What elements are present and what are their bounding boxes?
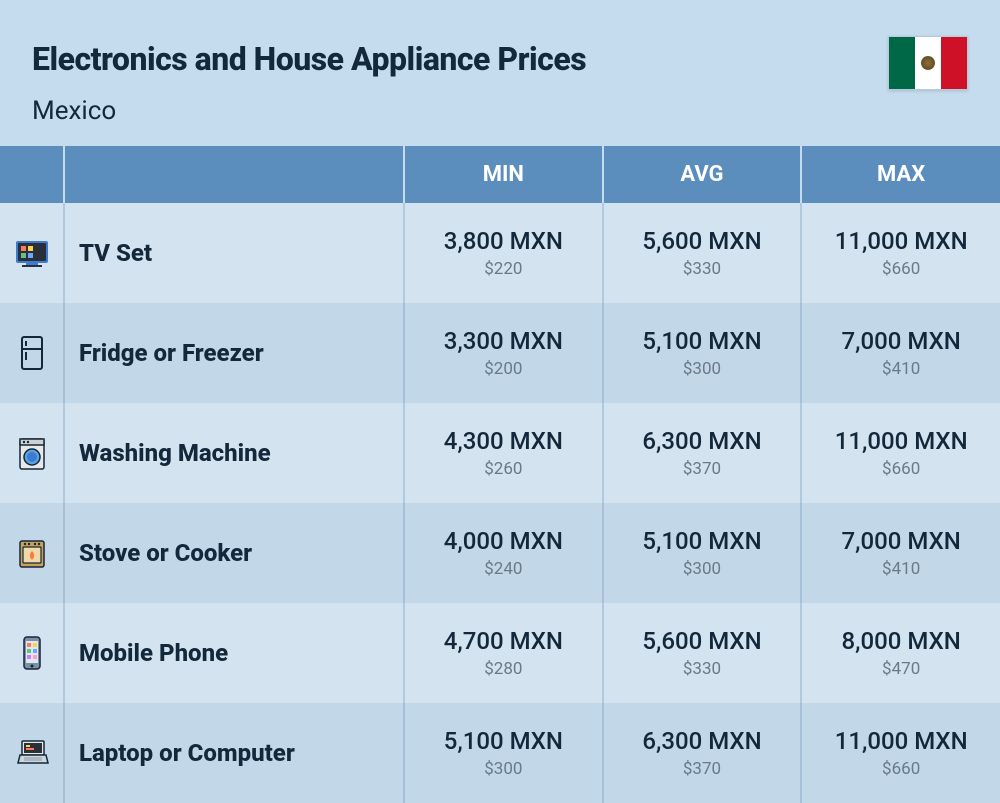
product-name: Stove or Cooker [64, 503, 404, 603]
price-usd: $200 [405, 359, 602, 379]
price-avg: 6,300 MXN $370 [603, 403, 802, 503]
product-name: TV Set [64, 203, 404, 303]
price-avg: 5,100 MXN $300 [603, 503, 802, 603]
product-name: Laptop or Computer [64, 703, 404, 803]
mexico-flag-icon [888, 36, 968, 90]
price-max: 11,000 MXN $660 [801, 703, 1000, 803]
price-usd: $300 [604, 559, 801, 579]
price-mxn: 5,100 MXN [405, 727, 602, 756]
table-header-row: MIN AVG MAX [0, 146, 1000, 203]
price-avg: 5,600 MXN $330 [603, 203, 802, 303]
product-name: Washing Machine [64, 403, 404, 503]
price-avg: 6,300 MXN $370 [603, 703, 802, 803]
col-max: MAX [801, 146, 1000, 203]
laptop-icon [0, 703, 64, 803]
price-min: 3,800 MXN $220 [404, 203, 603, 303]
price-max: 7,000 MXN $410 [801, 303, 1000, 403]
price-usd: $260 [405, 459, 602, 479]
price-usd: $370 [604, 459, 801, 479]
price-mxn: 11,000 MXN [802, 727, 1000, 756]
price-table: MIN AVG MAX TV Set3,800 MXN$2205,600 MXN… [0, 146, 1000, 803]
price-avg: 5,600 MXN $330 [603, 603, 802, 703]
price-mxn: 7,000 MXN [802, 327, 1000, 356]
price-usd: $330 [604, 259, 801, 279]
table-row: Fridge or Freezer3,300 MXN$2005,100 MXN$… [0, 303, 1000, 403]
country-name: Mexico [32, 96, 968, 126]
washer-icon [0, 403, 64, 503]
price-usd: $660 [802, 459, 1000, 479]
table-row: Washing Machine4,300 MXN $2606,300 MXN $37… [0, 403, 1000, 503]
price-mxn: 5,100 MXN [604, 327, 801, 356]
table-row: Mobile Phone4,700 MXN $2805,600 MXN $3308,… [0, 603, 1000, 703]
price-min: 4,700 MXN $280 [404, 603, 603, 703]
phone-icon [0, 603, 64, 703]
stove-icon [0, 503, 64, 603]
price-mxn: 11,000 MXN [802, 427, 1000, 456]
col-icon [0, 146, 64, 203]
price-max: 11,000 MXN $660 [801, 203, 1000, 303]
price-mxn: 6,300 MXN [604, 427, 801, 456]
table-row: Laptop or Computer5,100 MXN $3006,300 MXN… [0, 703, 1000, 803]
price-mxn: 7,000 MXN [802, 527, 1000, 556]
price-usd: $660 [802, 259, 1000, 279]
price-mxn: 5,600 MXN [604, 227, 801, 256]
price-min: 4,300 MXN $260 [404, 403, 603, 503]
product-name: Mobile Phone [64, 603, 404, 703]
price-mxn: 8,000 MXN [802, 627, 1000, 656]
price-mxn: 5,100 MXN [604, 527, 801, 556]
price-usd: $330 [604, 659, 801, 679]
price-usd: $660 [802, 759, 1000, 779]
price-min: 3,300 MXN $200 [404, 303, 603, 403]
page-header: Electronics and House Appliance Prices M… [0, 0, 1000, 146]
price-usd: $410 [802, 559, 1000, 579]
price-usd: $300 [405, 759, 602, 779]
table-row: TV Set3,800 MXN $2205,600 MXN $33011,000 M… [0, 203, 1000, 303]
price-usd: $280 [405, 659, 602, 679]
table-row: Stove or Cooker4,000 MXN $2405,100 MXN $30… [0, 503, 1000, 603]
col-min: MIN [404, 146, 603, 203]
price-mxn: 4,300 MXN [405, 427, 602, 456]
price-max: 8,000 MXN $470 [801, 603, 1000, 703]
tv-icon [0, 203, 64, 303]
page-title: Electronics and House Appliance Prices [32, 40, 968, 78]
price-max: 7,000 MXN $410 [801, 503, 1000, 603]
price-mxn: 6,300 MXN [604, 727, 801, 756]
product-name: Fridge or Freezer [64, 303, 404, 403]
price-mxn: 4,700 MXN [405, 627, 602, 656]
col-avg: AVG [603, 146, 802, 203]
price-avg: 5,100 MXN $300 [603, 303, 802, 403]
price-usd: $300 [604, 359, 801, 379]
price-usd: $240 [405, 559, 602, 579]
price-mxn: 5,600 MXN [604, 627, 801, 656]
price-mxn: 3,300 MXN [405, 327, 602, 356]
price-min: 5,100 MXN $300 [404, 703, 603, 803]
fridge-icon [0, 303, 64, 403]
price-usd: $470 [802, 659, 1000, 679]
price-mxn: 4,000 MXN [405, 527, 602, 556]
col-name [64, 146, 404, 203]
price-usd: $410 [802, 359, 1000, 379]
price-mxn: 11,000 MXN [802, 227, 1000, 256]
price-usd: $370 [604, 759, 801, 779]
price-usd: $220 [405, 259, 602, 279]
price-mxn: 3,800 MXN [405, 227, 602, 256]
price-min: 4,000 MXN $240 [404, 503, 603, 603]
price-max: 11,000 MXN $660 [801, 403, 1000, 503]
